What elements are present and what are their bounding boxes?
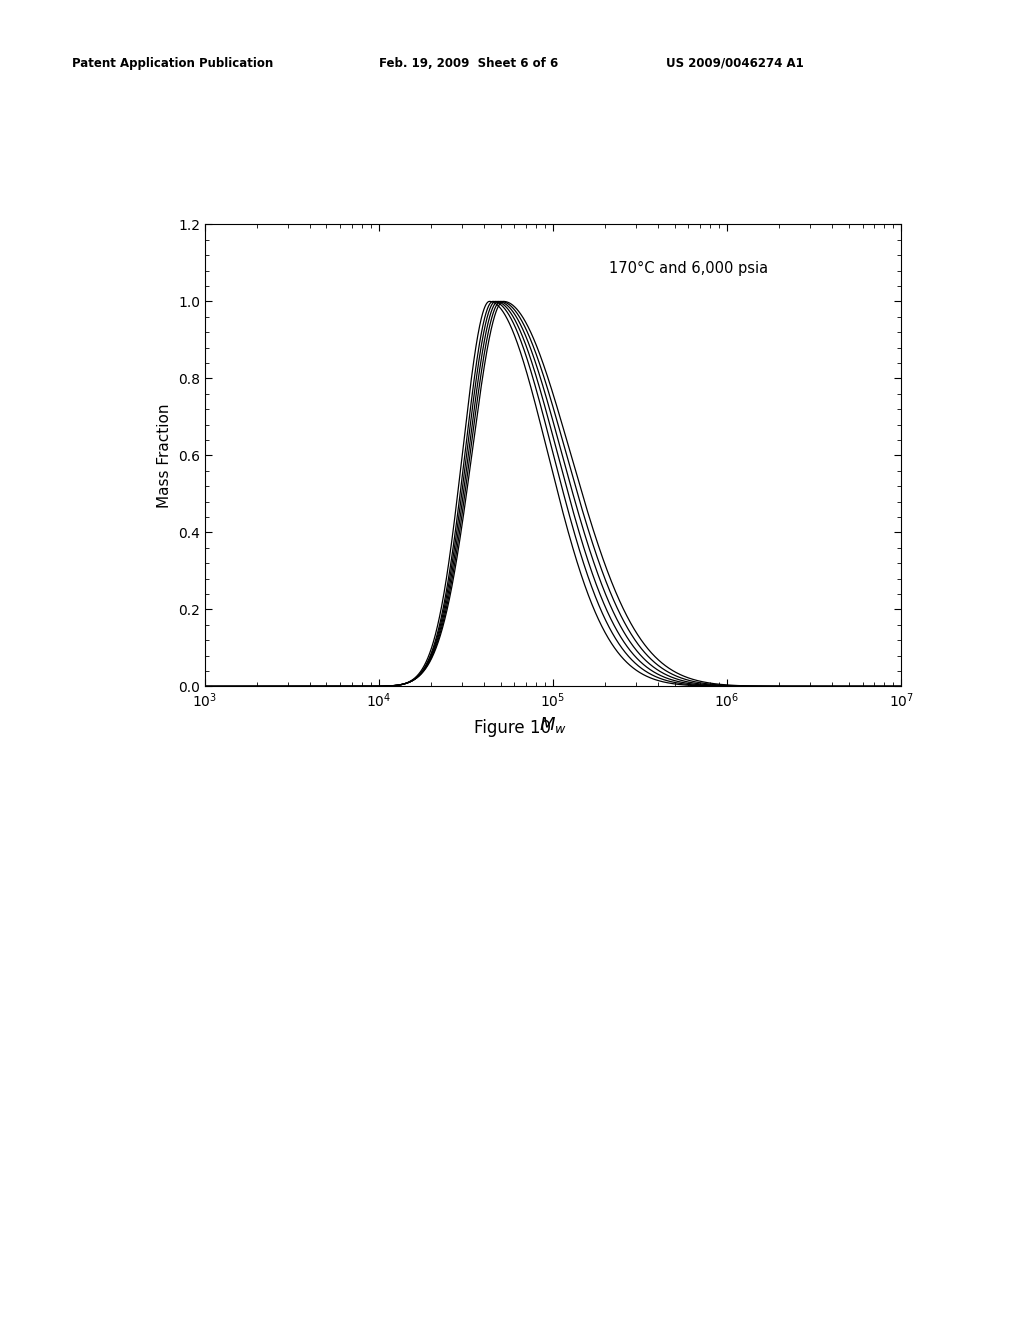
Text: 170°C and 6,000 psia: 170°C and 6,000 psia xyxy=(608,261,768,276)
Text: Patent Application Publication: Patent Application Publication xyxy=(72,57,273,70)
Text: Figure 10: Figure 10 xyxy=(473,719,551,738)
Text: US 2009/0046274 A1: US 2009/0046274 A1 xyxy=(666,57,804,70)
Y-axis label: Mass Fraction: Mass Fraction xyxy=(158,403,172,508)
Text: Feb. 19, 2009  Sheet 6 of 6: Feb. 19, 2009 Sheet 6 of 6 xyxy=(379,57,558,70)
X-axis label: $M_w$: $M_w$ xyxy=(539,715,567,735)
